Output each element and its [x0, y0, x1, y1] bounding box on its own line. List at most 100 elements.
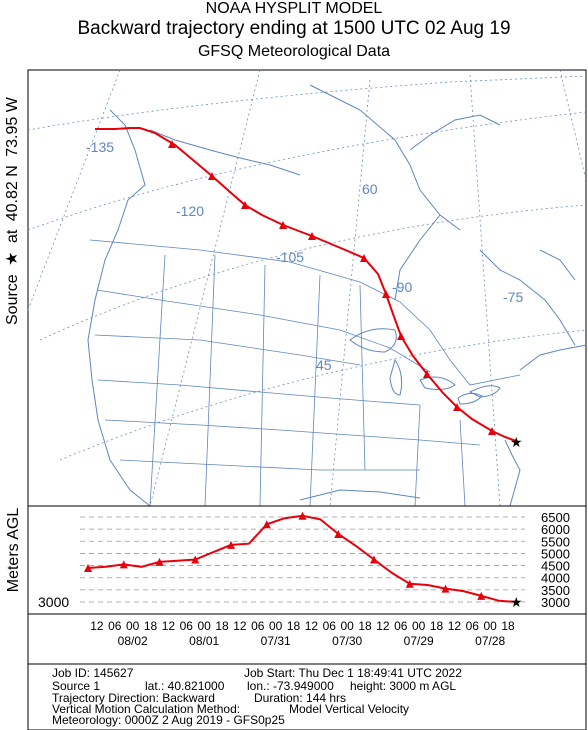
hour-tick-label: 00 — [341, 619, 355, 633]
time-axis-panel — [27, 613, 587, 665]
map-marker — [360, 254, 368, 262]
altitude-marker — [227, 540, 235, 549]
hour-tick-label: 18 — [287, 619, 301, 633]
trajectory-duration: Duration: 144 hrs — [254, 691, 347, 705]
y-tick-label: 4000 — [541, 571, 570, 586]
altitude-marker — [334, 530, 343, 538]
map-longitude-labels: -135 -120 -105 -90 -75 60 45 — [86, 139, 523, 373]
hour-tick-label: 00 — [412, 619, 426, 633]
altitude-marker — [262, 520, 271, 529]
hour-tick-label: 06 — [180, 619, 194, 633]
job-id: Job ID: 145627 — [52, 666, 134, 680]
time-axis-hour-ticks: 12 06 00 18 12 06 00 18 12 06 00 18 12 06 00 18 12 06 00 18… — [90, 619, 515, 633]
trajectory-direction: Trajectory Direction: Backward — [52, 691, 215, 705]
map-panel — [27, 69, 587, 507]
altitude-marker — [119, 560, 128, 569]
lon-label-135: -135 — [86, 139, 114, 155]
time-axis-date-labels: 08/02 08/01 07/31 07/30 07/29 07/28 — [118, 634, 506, 648]
source-height-value: height: 3000 m AGL — [350, 679, 457, 693]
met-data-title: GFSQ Meteorological Data — [197, 43, 391, 60]
y-tick-label: 6000 — [541, 522, 570, 537]
map-marker — [168, 140, 176, 148]
hour-tick-label: 06 — [394, 619, 408, 633]
model-title: NOAA HYSPLIT MODEL — [205, 0, 383, 17]
vertical-method-label: Vertical Motion Calculation Method: — [52, 702, 241, 716]
map-borders — [89, 239, 521, 507]
hour-tick-label: 18 — [501, 619, 515, 633]
map-marker — [423, 370, 431, 378]
y-tick-label: 5500 — [541, 534, 570, 549]
map-marker — [453, 403, 461, 411]
date-label: 07/28 — [475, 634, 505, 648]
altitude-marker — [155, 557, 164, 566]
map-marker — [208, 172, 216, 180]
hour-tick-label: 12 — [90, 619, 104, 633]
hour-tick-label: 00 — [269, 619, 283, 633]
lat-label-45: 45 — [316, 357, 332, 373]
hour-tick-label: 12 — [376, 619, 390, 633]
hour-tick-label: 18 — [144, 619, 158, 633]
date-label: 07/29 — [404, 634, 434, 648]
hour-tick-label: 18 — [358, 619, 372, 633]
hour-tick-label: 00 — [198, 619, 212, 633]
lat-label-60: 60 — [362, 181, 378, 197]
altitude-marker — [405, 579, 414, 588]
altitude-marker — [298, 511, 307, 520]
hour-tick-label: 12 — [233, 619, 247, 633]
map-marker — [308, 232, 316, 240]
trajectory-title: Backward trajectory ending at 1500 UTC 0… — [77, 18, 511, 39]
altitude-marker — [191, 555, 200, 564]
info-panel — [27, 663, 587, 730]
hour-tick-label: 06 — [108, 619, 122, 633]
y-tick-label: 5000 — [541, 546, 570, 561]
map-marker — [382, 290, 390, 298]
map-source-star-icon: ★ — [510, 434, 523, 450]
hour-tick-label: 06 — [323, 619, 337, 633]
altitude-marker — [370, 555, 378, 564]
lon-label-120: -120 — [176, 203, 204, 219]
altitude-marker — [477, 591, 486, 600]
source-lat-value: lat.: 40.821000 — [145, 679, 225, 693]
start-height-label: 3000 — [38, 594, 69, 610]
map-marker — [279, 221, 287, 229]
lon-label-90: -90 — [392, 279, 412, 295]
job-start: Job Start: Thu Dec 1 18:49:41 UTC 2022 — [244, 666, 462, 680]
source-number: Source 1 — [52, 679, 101, 693]
lon-label-105: -105 — [276, 249, 304, 265]
vertical-method-value: Model Vertical Velocity — [289, 702, 410, 716]
hour-tick-label: 12 — [448, 619, 462, 633]
hour-tick-label: 06 — [251, 619, 265, 633]
altitude-panel — [27, 505, 587, 615]
date-label: 07/30 — [332, 634, 362, 648]
hour-tick-label: 06 — [466, 619, 480, 633]
map-marker — [488, 427, 496, 435]
map-trajectory-markers — [168, 140, 496, 435]
y-tick-label: 3000 — [541, 595, 570, 610]
map-marker — [241, 201, 249, 209]
altitude-marker — [84, 564, 92, 572]
hour-tick-label: 00 — [484, 619, 498, 633]
date-label: 08/02 — [118, 634, 148, 648]
map-trajectory: ★ — [95, 127, 523, 450]
hour-tick-label: 18 — [215, 619, 229, 633]
altitude-source-star-icon: ★ — [510, 594, 523, 610]
hour-tick-label: 12 — [162, 619, 176, 633]
date-label: 08/01 — [189, 634, 219, 648]
hour-tick-label: 18 — [430, 619, 444, 633]
hour-tick-label: 00 — [126, 619, 140, 633]
date-label: 07/31 — [261, 634, 291, 648]
altitude-marker — [441, 584, 450, 593]
map-trajectory-line — [95, 127, 517, 442]
meteorology-info: Meteorology: 0000Z 2 Aug 2019 - GFS0p25 — [52, 713, 285, 727]
map-marker — [397, 332, 405, 340]
y-tick-label: 3500 — [541, 583, 570, 598]
y-axis-label: Meters AGL — [5, 507, 22, 593]
map-coastlines — [87, 84, 587, 507]
altitude-series: ★ — [84, 511, 523, 610]
altitude-grid — [80, 516, 525, 603]
y-tick-label: 6500 — [541, 510, 570, 525]
source-lon-value: lon.: -73.949000 — [247, 679, 334, 693]
hour-tick-label: 12 — [305, 619, 319, 633]
